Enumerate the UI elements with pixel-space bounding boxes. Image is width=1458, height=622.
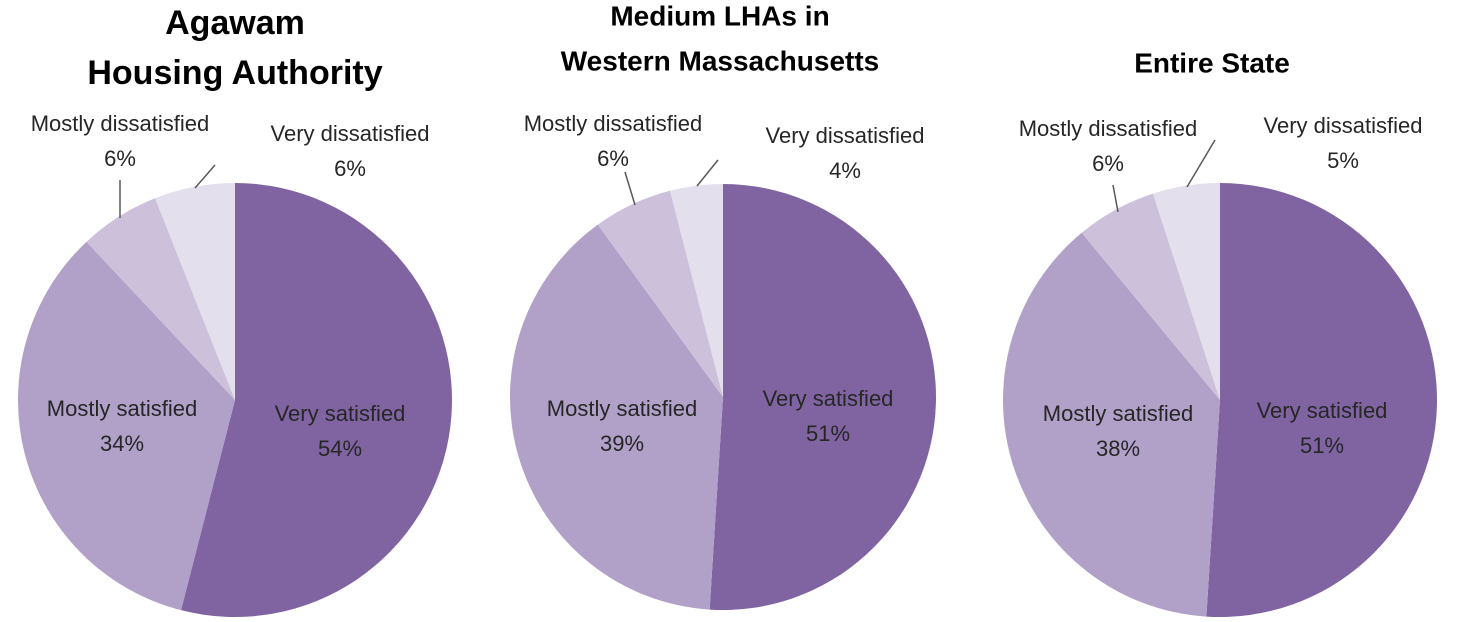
leader-line <box>624 171 636 206</box>
slice-label: Very satisfied <box>763 386 894 411</box>
leader-line <box>696 159 719 187</box>
slice-value: 6% <box>334 156 366 181</box>
slice-label: Mostly satisfied <box>1043 401 1193 426</box>
chart-title: Entire State <box>1134 47 1290 78</box>
slice-label: Mostly dissatisfied <box>524 111 703 136</box>
pie-slice <box>510 224 723 610</box>
chart-title: Medium LHAs in <box>610 0 829 31</box>
slice-value: 6% <box>1092 151 1124 176</box>
leader-line <box>1112 184 1119 213</box>
leader-line <box>194 164 216 189</box>
pie-slice <box>670 184 723 397</box>
slice-label: Very dissatisfied <box>766 123 925 148</box>
slice-value: 51% <box>1300 433 1344 458</box>
slice-label: Mostly satisfied <box>47 396 197 421</box>
slice-value: 34% <box>100 431 144 456</box>
pie-slice <box>18 241 235 611</box>
chart-title: Housing Authority <box>87 54 382 92</box>
pie-slice <box>86 198 235 400</box>
slice-label: Mostly dissatisfied <box>1019 116 1198 141</box>
slice-label: Very satisfied <box>1257 398 1388 423</box>
chart-title: Western Massachusetts <box>561 45 880 76</box>
chart-title: Agawam <box>165 4 305 42</box>
slice-value: 38% <box>1096 436 1140 461</box>
slice-value: 51% <box>806 421 850 446</box>
pie-slice <box>155 183 235 400</box>
pie-slice <box>1003 232 1220 617</box>
slice-value: 54% <box>318 436 362 461</box>
slice-label: Mostly satisfied <box>547 396 697 421</box>
pie-slice <box>1206 183 1438 618</box>
slice-label: Very dissatisfied <box>271 121 430 146</box>
slice-value: 5% <box>1327 148 1359 173</box>
slice-value: 4% <box>829 158 861 183</box>
pie-slice <box>1152 183 1220 400</box>
pie-slice <box>181 183 453 617</box>
slice-label: Very satisfied <box>275 401 406 426</box>
slice-value: 39% <box>600 431 644 456</box>
slice-label: Very dissatisfied <box>1264 113 1423 138</box>
pie-slice <box>597 190 723 397</box>
slice-value: 6% <box>597 146 629 171</box>
leader-line <box>1186 139 1216 188</box>
slice-value: 6% <box>104 146 136 171</box>
slice-label: Mostly dissatisfied <box>31 111 210 136</box>
pie-slice <box>1081 193 1220 400</box>
pie-slice <box>709 184 936 610</box>
